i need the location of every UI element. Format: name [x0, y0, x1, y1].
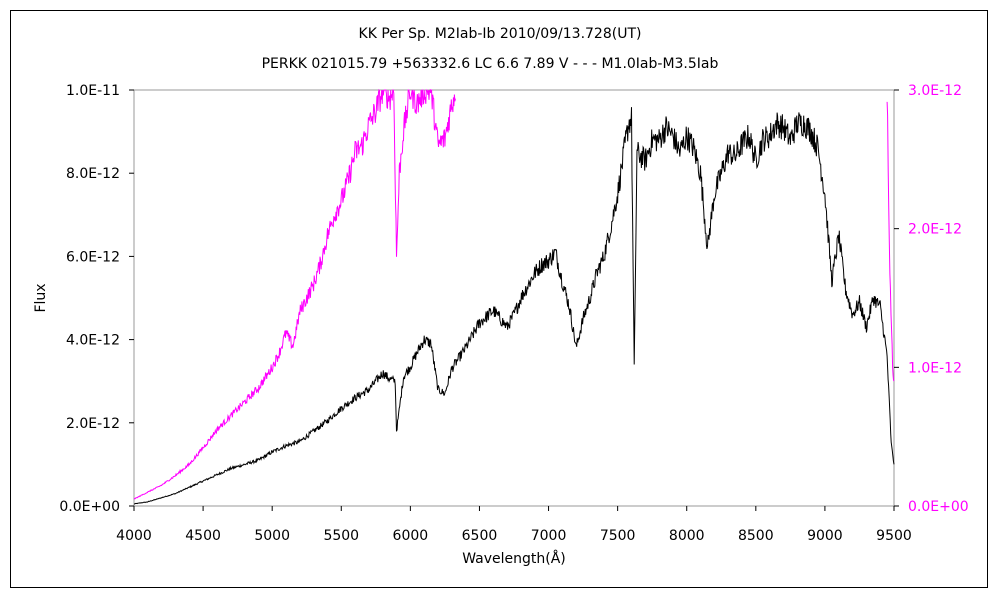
x-tick-label: 5000	[254, 528, 290, 544]
x-tick-label: 6000	[393, 528, 429, 544]
y-right-tick-label: 0.0E+00	[908, 499, 969, 515]
y-right-tick-label: 1.0E-12	[908, 360, 962, 376]
y-axis-left-ticks: 0.0E+00 2.0E-12 4.0E-12 6.0E-12 8.0E-12 1.0E-…	[59, 83, 134, 515]
y-left-tick-label: 4.0E-12	[66, 333, 120, 349]
x-tick-label: 4000	[116, 528, 152, 544]
series-group	[133, 88, 895, 505]
x-tick-label: 7500	[600, 528, 636, 544]
x-tick-label: 8000	[669, 528, 705, 544]
spectrum-series-magenta	[133, 88, 895, 500]
y-left-tick-label: 2.0E-12	[66, 416, 120, 432]
x-tick-label: 5500	[323, 528, 359, 544]
y-right-tick-label: 3.0E-12	[908, 83, 962, 99]
chart-subtitle: PERKK 021015.79 +563332.6 LC 6.6 7.89 V …	[262, 56, 719, 72]
x-tick-label: 9500	[876, 528, 912, 544]
y-left-tick-label: 8.0E-12	[66, 166, 120, 182]
y-axis-right-ticks: 0.0E+00 1.0E-12 2.0E-12 3.0E-12	[894, 83, 969, 515]
x-tick-label: 8500	[738, 528, 774, 544]
x-tick-label: 9000	[807, 528, 843, 544]
x-axis-ticks: 4000 4500 5000 5500 6000 6500 7000 7500 8000 8500…	[116, 506, 912, 544]
spectrum-series-black	[133, 107, 895, 505]
y-left-tick-label: 1.0E-11	[66, 83, 120, 99]
chart-frame	[10, 10, 988, 588]
y-left-tick-label: 6.0E-12	[66, 249, 120, 265]
x-tick-label: 6500	[462, 528, 498, 544]
x-tick-label: 4500	[185, 528, 221, 544]
x-tick-label: 7000	[531, 528, 567, 544]
y-left-tick-label: 0.0E+00	[59, 499, 120, 515]
y-axis-label: Flux	[33, 283, 49, 312]
plot-area	[133, 89, 895, 507]
chart-title: KK Per Sp. M2Iab-Ib 2010/09/13.728(UT)	[359, 26, 642, 42]
x-axis-label: Wavelength(Å)	[462, 550, 566, 567]
y-right-tick-label: 2.0E-12	[908, 222, 962, 238]
